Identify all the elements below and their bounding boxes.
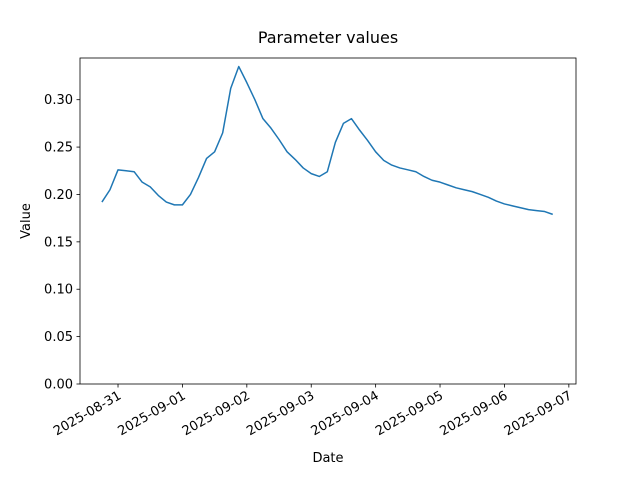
- y-tick-label: 0.00: [44, 378, 73, 393]
- y-tick-label: 0.30: [44, 93, 73, 108]
- x-tick-label: 2025-09-05: [373, 388, 446, 439]
- x-tick-label: 2025-09-07: [502, 388, 575, 439]
- x-tick-label: 2025-09-02: [180, 388, 253, 439]
- x-tick-label: 2025-09-01: [115, 388, 188, 439]
- data-line: [101, 65, 553, 216]
- y-axis-label: Value: [19, 203, 34, 239]
- x-axis-label: Date: [312, 451, 343, 466]
- x-tick-label: 2025-09-04: [309, 388, 382, 439]
- chart-title: Parameter values: [258, 28, 398, 47]
- y-tick-label: 0.05: [44, 330, 73, 345]
- y-tick-label: 0.15: [44, 235, 73, 250]
- x-tick-label: 2025-08-31: [51, 388, 124, 439]
- x-tick-label: 2025-09-06: [438, 388, 511, 439]
- x-tick-label: 2025-09-03: [244, 388, 317, 439]
- axes-frame: [79, 57, 577, 385]
- y-tick-label: 0.25: [44, 141, 73, 156]
- y-tick-label: 0.20: [44, 188, 73, 203]
- y-tick-label: 0.10: [44, 283, 73, 298]
